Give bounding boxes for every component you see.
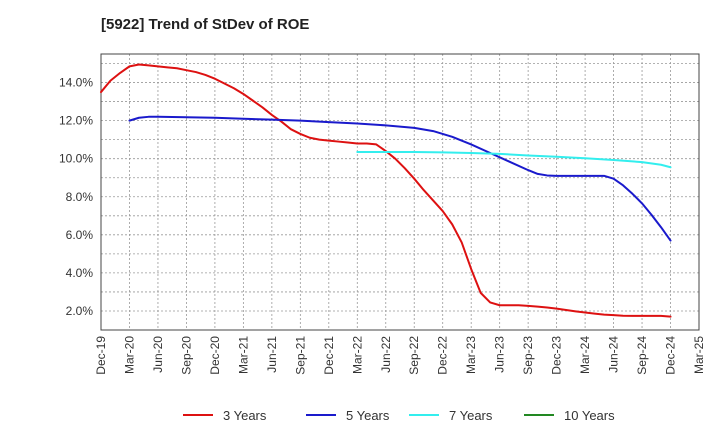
y-tick-label: 12.0%	[59, 114, 93, 128]
y-tick-label: 10.0%	[59, 152, 93, 166]
y-tick-label: 2.0%	[66, 304, 94, 318]
x-tick-label: Mar-23	[464, 336, 478, 374]
x-tick-label: Dec-24	[664, 336, 678, 375]
x-tick-label: Mar-25	[692, 336, 706, 374]
x-tick-label: Dec-22	[436, 336, 450, 375]
legend-label: 3 Years	[223, 408, 267, 423]
y-tick-label: 14.0%	[59, 76, 93, 90]
x-tick-label: Sep-23	[521, 336, 535, 375]
x-tick-label: Sep-20	[179, 336, 193, 375]
x-tick-label: Sep-21	[293, 336, 307, 375]
legend-label: 7 Years	[449, 408, 493, 423]
x-tick-label: Dec-21	[322, 336, 336, 375]
x-tick-label: Jun-24	[607, 336, 621, 373]
plot-frame	[100, 53, 700, 331]
x-tick-label: Dec-19	[94, 336, 108, 375]
y-tick-label: 4.0%	[66, 266, 94, 280]
legend-label: 5 Years	[346, 408, 390, 423]
x-tick-label: Mar-22	[350, 336, 364, 374]
x-tick-label: Mar-24	[578, 336, 592, 374]
legend: 3 Years 5 Years 7 Years 10 Years	[183, 408, 615, 423]
x-tick-label: Mar-20	[122, 336, 136, 374]
y-tick-label: 8.0%	[66, 190, 94, 204]
x-tick-label: Jun-21	[265, 336, 279, 373]
series-line-7-years	[356, 151, 672, 169]
x-tick-label: Jun-22	[379, 336, 393, 373]
y-tick-label: 6.0%	[66, 228, 94, 242]
x-tick-label: Sep-24	[635, 336, 649, 375]
x-tick-label: Mar-21	[236, 336, 250, 374]
series-layer	[100, 63, 672, 318]
legend-label: 10 Years	[564, 408, 615, 423]
chart-title: [5922] Trend of StDev of ROE	[101, 16, 309, 33]
x-tick-label: Jun-20	[151, 336, 165, 373]
x-tick-label: Dec-23	[550, 336, 564, 375]
series-line-5-years	[128, 115, 672, 242]
x-tick-label: Dec-20	[208, 336, 222, 375]
x-tick-label: Sep-22	[407, 336, 421, 375]
axis-labels: Dec-19 Mar-20 Jun-20 Sep-20 Dec-20 Mar-21 Jun-…	[59, 76, 706, 375]
grid-layer	[101, 54, 699, 331]
x-tick-label: Jun-23	[493, 336, 507, 373]
